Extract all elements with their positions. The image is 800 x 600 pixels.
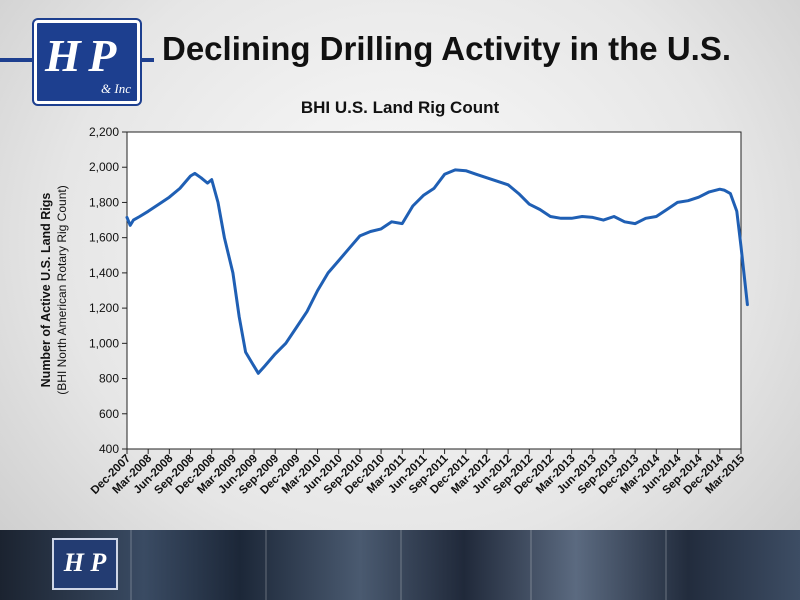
y-tick-label: 1,400 bbox=[89, 266, 119, 280]
footer-divider bbox=[400, 530, 402, 600]
y-tick-label: 600 bbox=[99, 407, 119, 421]
y-tick-label: 2,200 bbox=[89, 125, 119, 139]
y-axis-sublabel: (BHI North American Rotary Rig Count) bbox=[55, 185, 69, 394]
footer-divider bbox=[530, 530, 532, 600]
y-tick-label: 400 bbox=[99, 442, 119, 456]
y-tick-label: 1,800 bbox=[89, 195, 119, 209]
logo-text: H P bbox=[45, 30, 116, 81]
logo-stripe-right bbox=[140, 58, 154, 62]
y-tick-label: 1,600 bbox=[89, 231, 119, 245]
y-tick-label: 1,000 bbox=[89, 336, 119, 350]
footer-divider bbox=[665, 530, 667, 600]
plot-area: 400 600 800 1,000 1,200 1,400 1,600 1,800 2,000 2… bbox=[39, 125, 749, 497]
footer-photo-band bbox=[0, 530, 800, 600]
footer-divider bbox=[265, 530, 267, 600]
footer-divider bbox=[130, 530, 132, 600]
hp-logo: H P & Inc bbox=[34, 20, 140, 104]
logo-subtext: & Inc bbox=[101, 81, 131, 96]
logo-stripe-left bbox=[0, 58, 32, 62]
chart-title: BHI U.S. Land Rig Count bbox=[300, 98, 500, 117]
y-tick-label: 2,000 bbox=[89, 160, 119, 174]
y-tick-label: 1,200 bbox=[89, 301, 119, 315]
y-axis-label: Number of Active U.S. Land Rigs bbox=[39, 193, 53, 388]
footer-logo: H P bbox=[52, 538, 118, 590]
slide-title: Declining Drilling Activity in the U.S. bbox=[162, 30, 732, 67]
plot-frame bbox=[126, 131, 742, 450]
rig-count-line bbox=[125, 168, 749, 375]
y-tick-label: 800 bbox=[99, 372, 119, 386]
